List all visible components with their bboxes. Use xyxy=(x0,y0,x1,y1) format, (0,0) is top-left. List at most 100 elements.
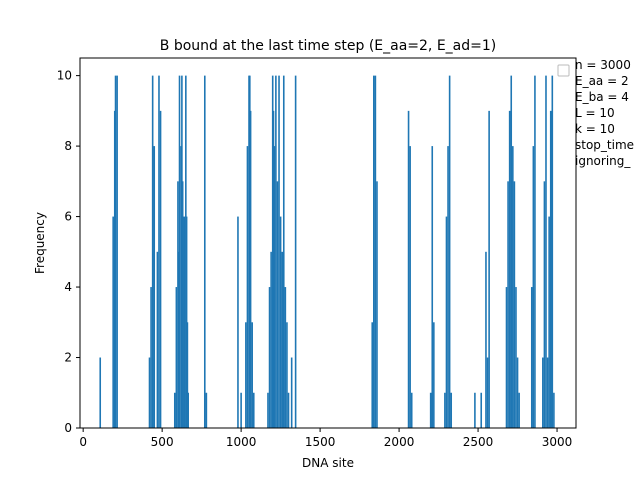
bar-3 xyxy=(114,75,117,429)
bar-72 xyxy=(488,110,490,429)
bar-4 xyxy=(116,75,118,429)
bar-58 xyxy=(409,146,411,428)
y-tick-label: 2 xyxy=(64,351,72,365)
bar-27 xyxy=(237,216,239,428)
bar-35 xyxy=(252,392,255,428)
bar-85 xyxy=(542,357,544,428)
bar-78 xyxy=(513,181,516,428)
plot-frame xyxy=(79,57,577,429)
bar-1 xyxy=(112,216,114,428)
legend-entry: E_aa = 2 xyxy=(575,74,629,88)
legend-entry: L = 10 xyxy=(575,106,615,120)
bar-81 xyxy=(518,392,520,428)
bar-51 xyxy=(290,357,293,428)
bar-46 xyxy=(281,251,283,428)
bar-60 xyxy=(429,392,432,428)
x-tick-label: 2000 xyxy=(384,435,415,449)
bar-48 xyxy=(284,287,287,428)
x-axis-label: DNA site xyxy=(302,456,354,470)
bar-73 xyxy=(505,287,508,428)
bar-11 xyxy=(159,110,162,429)
bar-24 xyxy=(187,392,189,428)
bar-30 xyxy=(246,146,249,428)
bar-86 xyxy=(543,181,546,428)
bar-89 xyxy=(548,216,550,428)
legend-handle xyxy=(557,64,570,77)
x-tick-label: 500 xyxy=(151,435,174,449)
bar-20 xyxy=(183,216,186,428)
bar-49 xyxy=(286,322,288,428)
bar-77 xyxy=(512,146,514,428)
bar-68 xyxy=(474,392,476,428)
bar-50 xyxy=(287,392,290,428)
bar-90 xyxy=(549,110,552,429)
chart-title: B bound at the last time step (E_aa=2, E… xyxy=(160,38,496,54)
bar-65 xyxy=(447,146,449,428)
bar-8 xyxy=(153,146,156,428)
bar-91 xyxy=(551,75,554,429)
legend-entries: n = 3000 E_aa = 2 E_ba = 4 L = 10 k = 10 stop… xyxy=(575,58,634,168)
y-tick-label: 4 xyxy=(64,280,72,294)
bar-56 xyxy=(376,181,378,428)
bar-61 xyxy=(431,146,434,428)
bar-44 xyxy=(278,75,280,429)
bar-53 xyxy=(371,322,374,428)
y-axis-label: Frequency xyxy=(33,212,47,274)
bar-43 xyxy=(276,181,279,428)
bar-76 xyxy=(510,75,513,429)
bar-47 xyxy=(282,75,285,429)
bar-59 xyxy=(410,392,413,428)
bar-41 xyxy=(273,146,276,428)
bar-12 xyxy=(173,392,176,428)
bar-57 xyxy=(407,110,410,429)
bar-45 xyxy=(279,216,282,428)
bar-34 xyxy=(251,322,253,428)
y-tick-label: 8 xyxy=(64,139,72,153)
bar-10 xyxy=(158,75,160,429)
bar-23 xyxy=(186,322,189,428)
bar-71 xyxy=(486,357,489,428)
bar-0 xyxy=(99,357,102,428)
bar-82 xyxy=(530,287,533,428)
bar-19 xyxy=(181,181,184,428)
bar-5 xyxy=(148,357,151,428)
legend-entry: ignoring_ xyxy=(575,154,631,168)
legend: n = 3000 E_aa = 2 E_ba = 4 L = 10 k = 10 stop… xyxy=(557,58,634,168)
legend-entry: E_ba = 4 xyxy=(575,90,629,104)
bar-52 xyxy=(294,75,297,429)
bar-42 xyxy=(275,75,277,429)
bar-55 xyxy=(374,75,377,429)
bar-70 xyxy=(485,251,487,428)
y-axis-ticks: 0 2 4 6 8 10 xyxy=(57,69,80,435)
y-tick-label: 6 xyxy=(64,210,72,224)
bar-16 xyxy=(178,75,181,429)
bar-84 xyxy=(534,75,536,429)
bar-88 xyxy=(546,357,549,428)
x-tick-label: 3000 xyxy=(542,435,573,449)
bar-7 xyxy=(151,75,154,429)
x-axis-ticks: 0 500 1000 1500 2000 2500 3000 xyxy=(79,428,572,449)
x-tick-label: 1500 xyxy=(305,435,336,449)
bar-64 xyxy=(445,216,448,428)
bar-37 xyxy=(268,287,271,428)
bar-28 xyxy=(240,392,242,428)
bar-22 xyxy=(185,216,188,428)
bar-63 xyxy=(444,392,446,428)
bar-62 xyxy=(433,322,435,428)
bar-66 xyxy=(448,75,451,429)
bar-9 xyxy=(156,251,159,428)
bar-6 xyxy=(150,287,152,428)
bar-29 xyxy=(245,322,247,428)
bar-75 xyxy=(508,110,511,429)
bar-33 xyxy=(249,110,252,429)
bars-group xyxy=(99,75,555,429)
bar-67 xyxy=(450,392,453,428)
bar-79 xyxy=(515,287,517,428)
y-tick-label: 10 xyxy=(57,69,72,83)
bar-74 xyxy=(507,181,509,428)
legend-entry: n = 3000 xyxy=(575,58,631,72)
bar-25 xyxy=(203,75,206,429)
x-tick-label: 2500 xyxy=(463,435,494,449)
bar-92 xyxy=(553,392,555,428)
